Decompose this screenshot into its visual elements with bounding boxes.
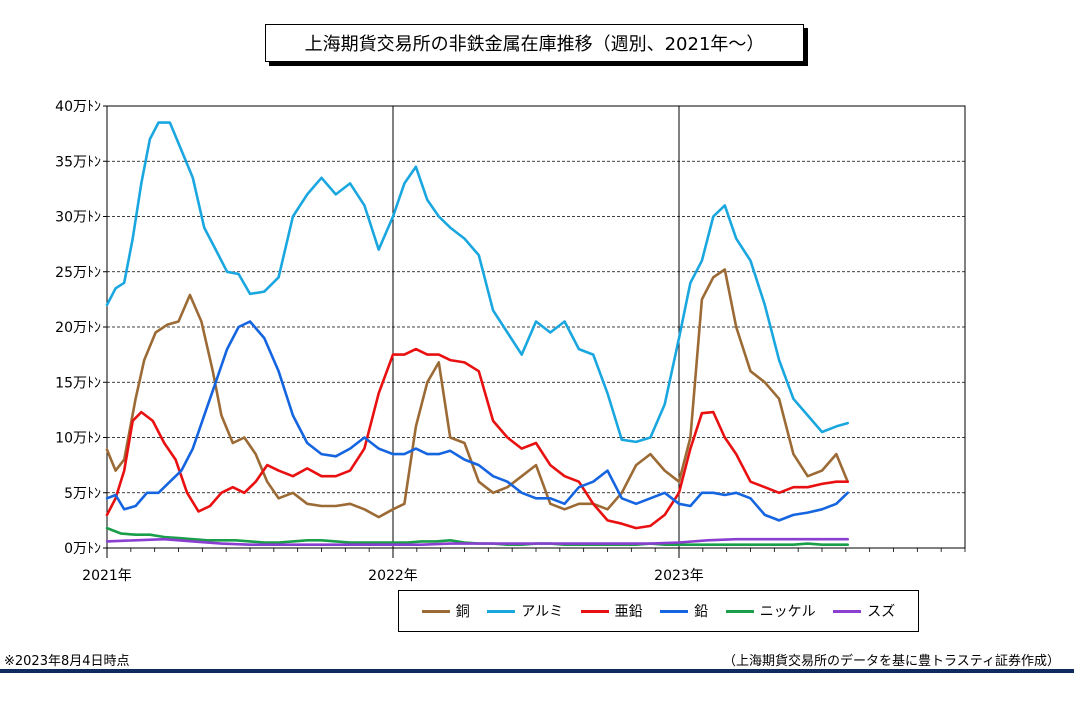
legend-label: アルミ: [521, 604, 564, 620]
legend-item: 銅: [421, 601, 470, 621]
x-tick-label: 2021年: [82, 568, 132, 584]
series-line-銅: [105, 268, 850, 519]
legend-swatch: [580, 609, 609, 613]
legend-label: 亜鉛: [614, 604, 643, 620]
legend-label: スズ: [867, 604, 896, 620]
source-note: （上海期貨交易所のデータを基に豊トラスティ証券作成）: [723, 654, 1060, 669]
legend-swatch: [725, 609, 754, 613]
bottom-divider: [0, 669, 1074, 673]
series-line-スズ: [105, 537, 850, 547]
legend-item: 亜鉛: [580, 601, 643, 621]
y-tick-label: 40万ﾄﾝ: [55, 99, 101, 115]
legend-label: ニッケル: [759, 604, 816, 620]
y-tick-label: 35万ﾄﾝ: [55, 154, 101, 170]
legend-item: スズ: [833, 601, 895, 621]
y-tick-label: 30万ﾄﾝ: [55, 210, 101, 226]
series-line-亜鉛: [105, 347, 850, 530]
chart-title: 上海期貨交易所の非鉄金属在庫推移（週別、2021年〜）: [265, 24, 804, 62]
legend: 銅 アルミ 亜鉛 鉛 ニッケル スズ: [398, 590, 919, 632]
y-tick-label: 10万ﾄﾝ: [55, 431, 101, 447]
legend-swatch: [833, 609, 862, 613]
y-tick-label: 25万ﾄﾝ: [55, 265, 101, 281]
legend-item: 鉛: [660, 601, 708, 621]
timestamp-note: ※2023年8月4日時点: [4, 654, 130, 669]
y-tick-label: 15万ﾄﾝ: [55, 375, 101, 391]
legend-item: アルミ: [487, 601, 563, 621]
legend-swatch: [487, 609, 516, 613]
legend-label: 銅: [455, 604, 470, 620]
y-tick-label: 5万ﾄﾝ: [64, 486, 101, 502]
legend-swatch: [421, 609, 450, 613]
legend-item: ニッケル: [725, 601, 816, 621]
x-tick-label: 2022年: [368, 568, 418, 584]
x-tick-label: 2023年: [654, 568, 704, 584]
series-line-鉛: [105, 320, 850, 522]
legend-label: 鉛: [694, 604, 709, 620]
series-line-アルミ: [105, 121, 850, 444]
y-tick-label: 20万ﾄﾝ: [55, 320, 101, 336]
tick-labels: 0万ﾄﾝ 5万ﾄﾝ 10万ﾄﾝ 15万ﾄﾝ 20万ﾄﾝ 25万ﾄﾝ 30万ﾄﾝ 35万ﾄﾝ 40…: [55, 99, 704, 584]
y-tick-label: 0万ﾄﾝ: [64, 541, 101, 557]
series-lines: [105, 121, 850, 547]
legend-swatch: [660, 609, 689, 613]
axes: [103, 105, 966, 558]
